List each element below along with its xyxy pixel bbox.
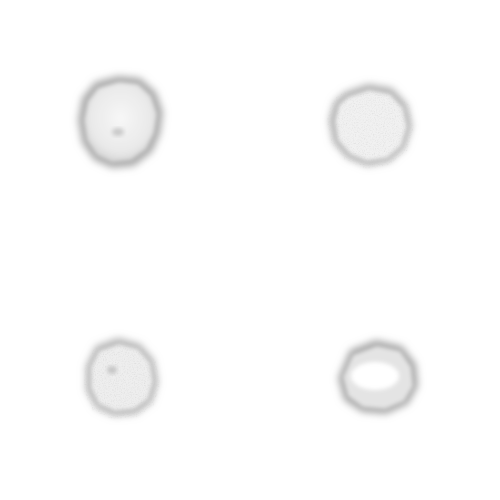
blob-bottom-left xyxy=(84,338,160,419)
blob-top-right xyxy=(327,84,414,169)
blob-bottom-right xyxy=(338,340,418,414)
blob-top-left xyxy=(78,76,163,168)
